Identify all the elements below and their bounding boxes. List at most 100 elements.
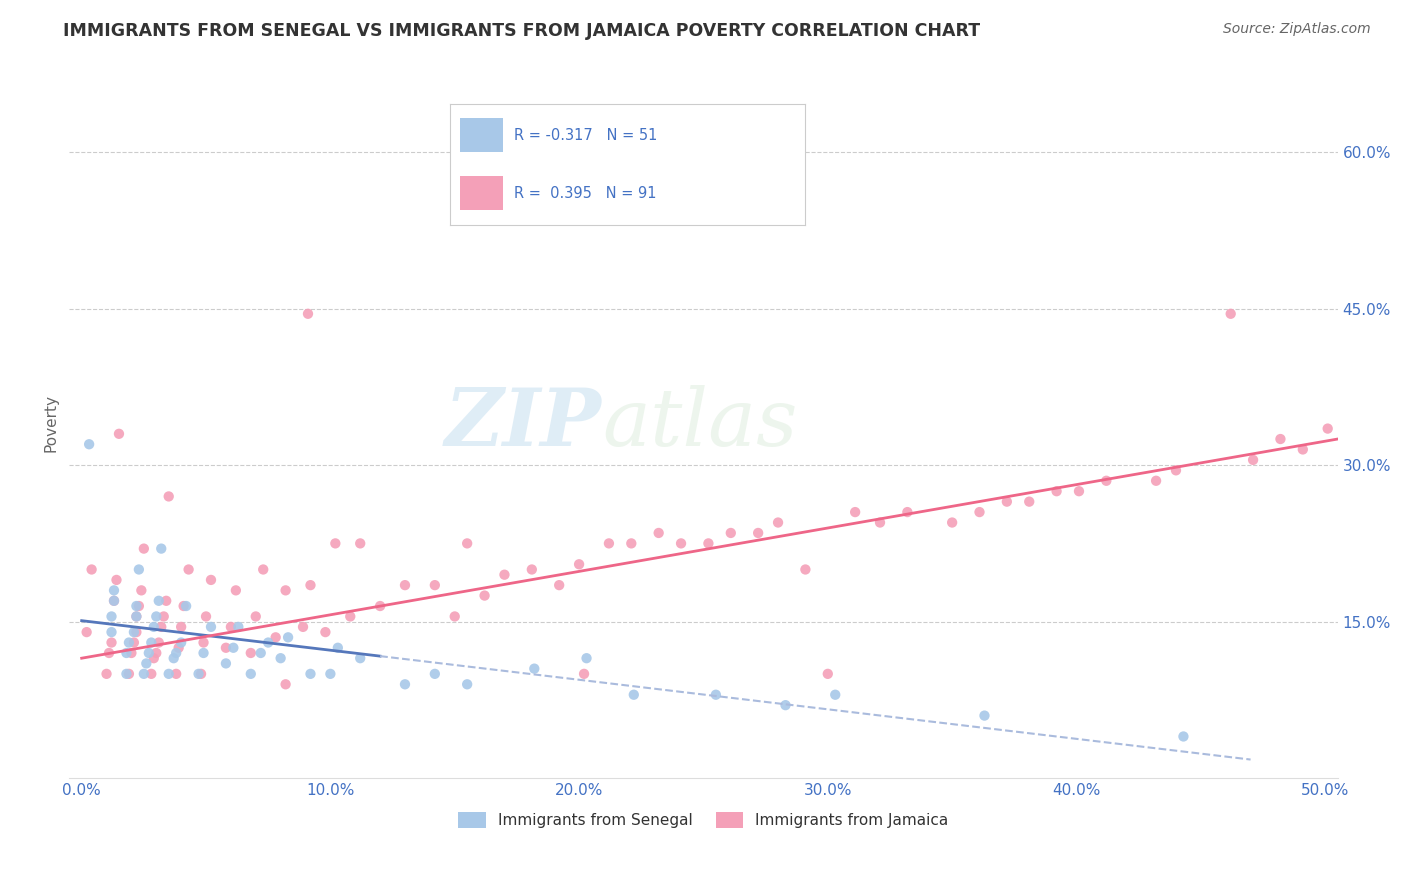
Point bbox=[132, 666, 155, 681]
Point bbox=[869, 516, 891, 530]
Point bbox=[150, 541, 173, 556]
Point bbox=[319, 666, 342, 681]
Point bbox=[148, 594, 170, 608]
Point bbox=[100, 609, 122, 624]
Point bbox=[103, 594, 125, 608]
Point bbox=[135, 657, 157, 671]
Point bbox=[157, 490, 180, 504]
Point bbox=[122, 625, 145, 640]
Legend: Immigrants from Senegal, Immigrants from Jamaica: Immigrants from Senegal, Immigrants from… bbox=[453, 806, 955, 834]
Point bbox=[257, 635, 280, 649]
Point bbox=[299, 578, 322, 592]
Point bbox=[1292, 442, 1315, 457]
Point bbox=[193, 646, 215, 660]
Point bbox=[896, 505, 918, 519]
Point bbox=[520, 562, 543, 576]
Point bbox=[239, 646, 262, 660]
Point bbox=[145, 646, 167, 660]
Point bbox=[252, 562, 274, 576]
Point bbox=[973, 708, 995, 723]
Point bbox=[339, 609, 361, 624]
Point bbox=[190, 666, 212, 681]
Point bbox=[274, 677, 297, 691]
Point bbox=[222, 640, 245, 655]
Point bbox=[132, 541, 155, 556]
Point bbox=[195, 609, 218, 624]
Point bbox=[368, 599, 391, 613]
Point bbox=[100, 625, 122, 640]
Point bbox=[200, 573, 222, 587]
Point bbox=[118, 635, 141, 649]
Point bbox=[995, 494, 1018, 508]
Point bbox=[277, 630, 299, 644]
Point bbox=[326, 640, 349, 655]
Point bbox=[325, 536, 347, 550]
Point bbox=[125, 609, 148, 624]
Point bbox=[80, 562, 103, 576]
Point bbox=[704, 688, 727, 702]
Point bbox=[844, 505, 866, 519]
Point bbox=[125, 625, 148, 640]
Text: Source: ZipAtlas.com: Source: ZipAtlas.com bbox=[1223, 22, 1371, 37]
Point bbox=[193, 635, 215, 649]
Point bbox=[239, 666, 262, 681]
Point bbox=[131, 583, 153, 598]
Point bbox=[575, 651, 598, 665]
Point bbox=[297, 307, 319, 321]
Point bbox=[141, 635, 163, 649]
Point bbox=[623, 688, 645, 702]
Point bbox=[167, 640, 190, 655]
Point bbox=[105, 573, 128, 587]
Point bbox=[1241, 453, 1264, 467]
Point bbox=[1173, 730, 1195, 744]
Point bbox=[145, 609, 167, 624]
Point bbox=[443, 609, 465, 624]
Point bbox=[572, 666, 595, 681]
Point bbox=[165, 666, 187, 681]
Point bbox=[747, 525, 769, 540]
Point bbox=[173, 599, 195, 613]
Point bbox=[155, 594, 177, 608]
Point bbox=[264, 630, 287, 644]
Point bbox=[200, 620, 222, 634]
Point bbox=[1144, 474, 1167, 488]
Text: atlas: atlas bbox=[602, 384, 797, 462]
Point bbox=[941, 516, 963, 530]
Point bbox=[548, 578, 571, 592]
Point bbox=[125, 599, 148, 613]
Point bbox=[142, 620, 165, 634]
Point bbox=[1316, 421, 1339, 435]
Point bbox=[215, 640, 238, 655]
Point bbox=[697, 536, 720, 550]
Point bbox=[157, 666, 180, 681]
Point bbox=[108, 426, 131, 441]
Text: ZIP: ZIP bbox=[446, 384, 602, 462]
Point bbox=[1018, 494, 1040, 508]
Point bbox=[219, 620, 242, 634]
Point bbox=[225, 583, 247, 598]
Point bbox=[103, 583, 125, 598]
Point bbox=[148, 635, 170, 649]
Point bbox=[170, 635, 193, 649]
Point bbox=[120, 646, 142, 660]
Point bbox=[100, 635, 122, 649]
Point bbox=[245, 609, 267, 624]
Point bbox=[165, 646, 187, 660]
Point bbox=[249, 646, 271, 660]
Point bbox=[125, 609, 148, 624]
Point bbox=[163, 651, 186, 665]
Point bbox=[118, 666, 141, 681]
Point bbox=[177, 562, 200, 576]
Text: IMMIGRANTS FROM SENEGAL VS IMMIGRANTS FROM JAMAICA POVERTY CORRELATION CHART: IMMIGRANTS FROM SENEGAL VS IMMIGRANTS FR… bbox=[63, 22, 980, 40]
Point bbox=[349, 651, 371, 665]
Point bbox=[142, 651, 165, 665]
Point bbox=[150, 620, 173, 634]
Point bbox=[456, 536, 478, 550]
Point bbox=[349, 536, 371, 550]
Point bbox=[122, 635, 145, 649]
Point bbox=[775, 698, 797, 713]
Point bbox=[98, 646, 121, 660]
Point bbox=[523, 662, 546, 676]
Point bbox=[314, 625, 336, 640]
Point bbox=[138, 646, 160, 660]
